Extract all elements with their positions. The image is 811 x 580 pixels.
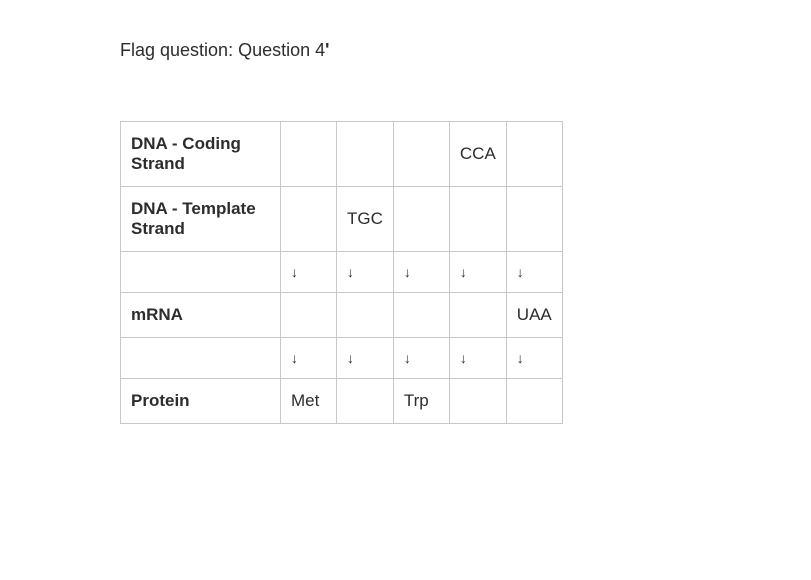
arrow-down-icon: ↓	[337, 338, 394, 379]
row-header-dna-coding: DNA - Coding Strand	[121, 122, 281, 187]
cell-protein-4	[506, 379, 562, 424]
row-mrna: mRNA UAA	[121, 293, 563, 338]
cell-template-3	[449, 187, 506, 252]
row-arrows-2: ↓ ↓ ↓ ↓ ↓	[121, 338, 563, 379]
arrow-down-icon: ↓	[506, 338, 562, 379]
cell-mrna-2	[393, 293, 449, 338]
cell-coding-0	[281, 122, 337, 187]
cell-protein-3	[449, 379, 506, 424]
row-protein: Protein Met Trp	[121, 379, 563, 424]
arrow-down-icon: ↓	[337, 252, 394, 293]
row-arrows-1: ↓ ↓ ↓ ↓ ↓	[121, 252, 563, 293]
row-header-mrna: mRNA	[121, 293, 281, 338]
cell-template-1: TGC	[337, 187, 394, 252]
cell-mrna-4: UAA	[506, 293, 562, 338]
arrow-down-icon: ↓	[281, 338, 337, 379]
cell-mrna-3	[449, 293, 506, 338]
row-dna-coding: DNA - Coding Strand CCA	[121, 122, 563, 187]
cell-template-0	[281, 187, 337, 252]
cell-template-4	[506, 187, 562, 252]
cell-coding-4	[506, 122, 562, 187]
cell-coding-2	[393, 122, 449, 187]
cell-protein-1	[337, 379, 394, 424]
cell-template-2	[393, 187, 449, 252]
arrow-down-icon: ↓	[393, 338, 449, 379]
cell-mrna-0	[281, 293, 337, 338]
flag-question-text: Flag question: Question 4	[120, 40, 325, 60]
flag-question-label[interactable]: Flag question: Question 4'	[120, 40, 329, 61]
row-dna-template: DNA - Template Strand TGC	[121, 187, 563, 252]
cell-mrna-1	[337, 293, 394, 338]
arrow-down-icon: ↓	[506, 252, 562, 293]
cell-protein-0: Met	[281, 379, 337, 424]
arrow-down-icon: ↓	[281, 252, 337, 293]
flag-question-marker: '	[325, 40, 329, 60]
row-header-arrows-1	[121, 252, 281, 293]
row-header-protein: Protein	[121, 379, 281, 424]
row-header-dna-template: DNA - Template Strand	[121, 187, 281, 252]
codon-table: DNA - Coding Strand CCA DNA - Template S…	[120, 121, 563, 424]
cell-coding-1	[337, 122, 394, 187]
cell-coding-3: CCA	[449, 122, 506, 187]
cell-protein-2: Trp	[393, 379, 449, 424]
arrow-down-icon: ↓	[449, 252, 506, 293]
arrow-down-icon: ↓	[393, 252, 449, 293]
arrow-down-icon: ↓	[449, 338, 506, 379]
row-header-arrows-2	[121, 338, 281, 379]
